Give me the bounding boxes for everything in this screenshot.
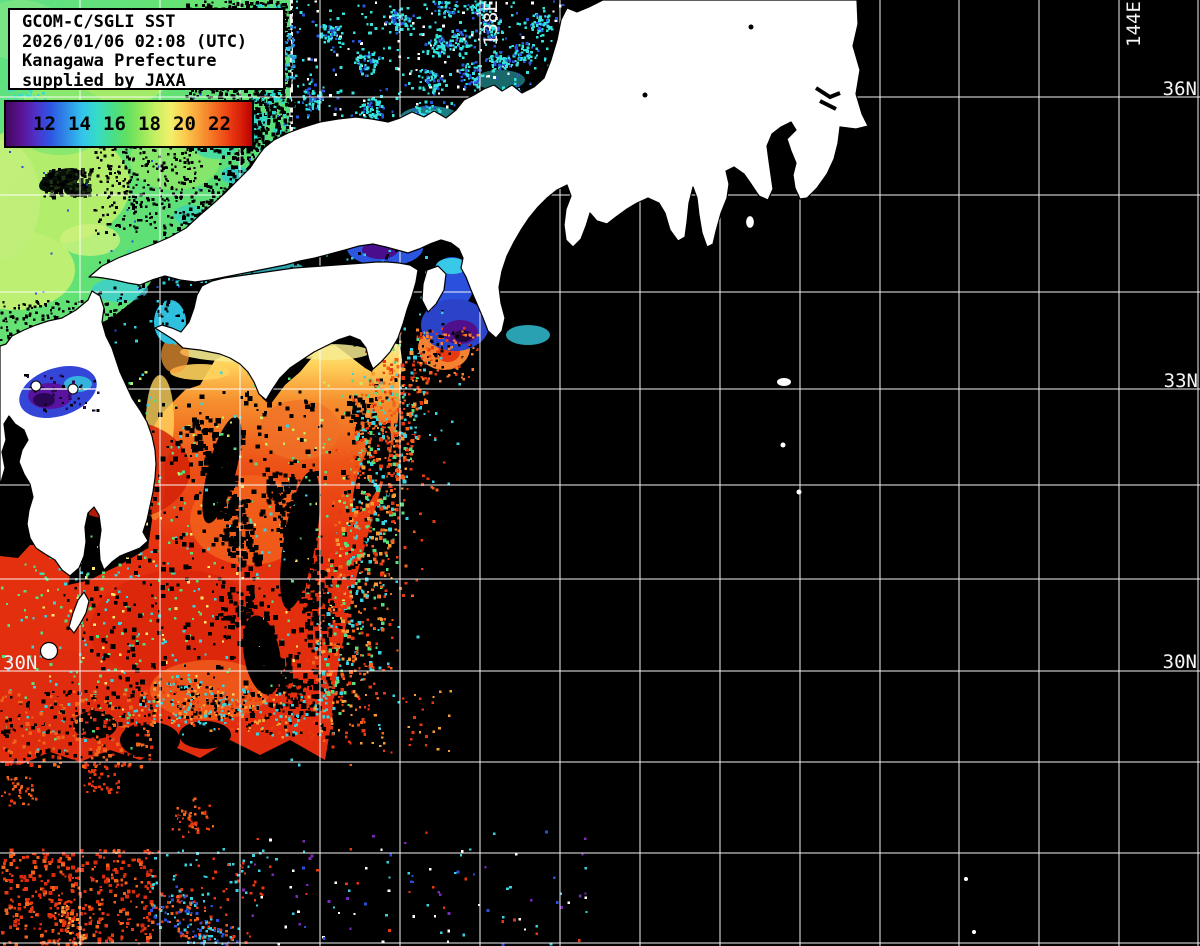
kasumigaura-lake [814,86,841,100]
info-product: GCOM-C/SGLI SST [22,12,176,32]
islet-circle [67,383,79,395]
temperature-colorbar: 12 14 16 18 20 22 [4,100,254,148]
inland-water-details [642,24,841,111]
land-layer [0,0,869,661]
colorbar-tick: 18 [138,113,161,135]
yakushima-island [39,641,59,661]
colorbar-tick: 22 [208,113,231,135]
lat-label-30n-left: 30N [3,652,37,674]
islet-circle [30,380,42,392]
tanegashima-island [68,591,90,634]
honshu-landmass [88,0,869,339]
lat-label-36n: 36N [1163,78,1197,100]
colorbar-tick: 14 [68,113,91,135]
kasumigaura-lake [819,99,837,111]
lake-dot [748,24,754,30]
ariake-overlays [16,380,100,395]
shikoku-landmass [154,261,419,401]
lake-dot [642,92,648,98]
kyushu-landmass [0,290,157,577]
info-credit: supplied by JAXA [22,70,186,91]
colorbar-tick: 20 [173,113,196,135]
info-region: Kanagawa Prefecture [22,51,217,71]
info-box: GCOM-C/SGLI SST 2026/01/06 02:08 (UTC) K… [8,8,285,90]
info-datetime: 2026/01/06 02:08 (UTC) [22,31,248,52]
awaji-island [421,265,447,313]
colorbar-tick: 12 [33,113,56,135]
lat-label-33n: 33N [1164,370,1198,392]
colorbar-tick: 16 [103,113,126,135]
graticule-labels: 36N 33N 30N 30N 138E 144E [3,0,1198,674]
lon-label-144e: 144E [1123,1,1145,47]
lon-label-138e: 138E [480,0,502,46]
lat-label-30n: 30N [1163,651,1197,673]
izu-oshima-island [744,214,756,230]
